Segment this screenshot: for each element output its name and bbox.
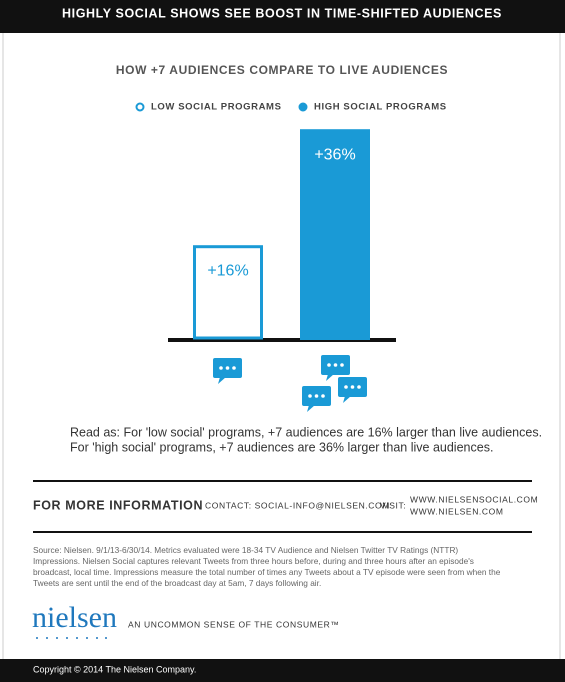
legend-label: HIGH SOCIAL PROGRAMS [314, 102, 447, 113]
visit: VISIT: [380, 500, 406, 510]
banner: HIGHLY SOCIAL SHOWS SEE BOOST IN TIME-SH… [62, 6, 502, 20]
chart-title: HOW +7 AUDIENCES COMPARE TO LIVE AUDIENC… [116, 63, 448, 77]
source: broadcast, local time. Impressions measu… [33, 567, 501, 577]
more-info-heading: FOR MORE INFORMATION [33, 498, 203, 512]
contact: CONTACT: SOCIAL-INFO@NIELSEN.COM [205, 500, 390, 510]
bar [300, 129, 370, 340]
tagline: AN UNCOMMON SENSE OF THE CONSUMER™ [128, 619, 340, 629]
value-label: +16% [207, 262, 248, 279]
bubble [321, 355, 350, 381]
bubble [302, 386, 331, 412]
legend-label: LOW SOCIAL PROGRAMS [151, 102, 282, 113]
copyright: Copyright © 2014 The Nielsen Company. [33, 664, 196, 674]
bubble [213, 358, 242, 384]
value-label: +36% [314, 146, 355, 163]
footer-bg [0, 659, 565, 682]
bubble [338, 377, 367, 403]
legend-marker [298, 102, 308, 112]
source: Source: Nielsen. 9/1/13-6/30/14. Metrics… [33, 545, 458, 555]
logo-dots [36, 637, 107, 639]
url: WWW.NIELSENSOCIAL.COM [410, 494, 538, 504]
source: Impressions. Nielsen Social captures rel… [33, 556, 474, 566]
logo: nielsen [32, 601, 117, 634]
bar [193, 245, 263, 340]
legend-marker [135, 102, 145, 112]
icons [213, 355, 367, 412]
read-as: Read as: For 'low social' programs, +7 a… [70, 425, 542, 439]
source: Tweets are sent until the end of the bro… [33, 578, 321, 588]
read-as: For 'high social' programs, +7 audiences… [70, 440, 493, 454]
url: WWW.NIELSEN.COM [410, 506, 504, 516]
banner-bg [0, 0, 565, 33]
